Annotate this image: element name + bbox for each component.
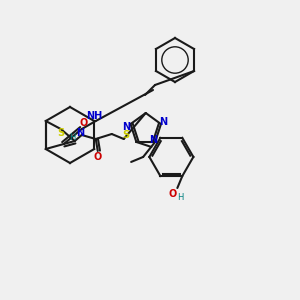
Text: N: N — [159, 117, 167, 127]
Text: H: H — [70, 133, 76, 142]
Text: O: O — [94, 152, 102, 162]
Text: O: O — [80, 118, 88, 128]
Text: N: N — [122, 122, 130, 132]
Text: N: N — [149, 135, 157, 145]
Text: O: O — [168, 189, 176, 199]
Text: H: H — [177, 194, 184, 202]
Text: NH: NH — [85, 111, 102, 121]
Text: S: S — [122, 130, 129, 140]
Text: N: N — [76, 128, 84, 138]
Text: S: S — [57, 128, 64, 138]
